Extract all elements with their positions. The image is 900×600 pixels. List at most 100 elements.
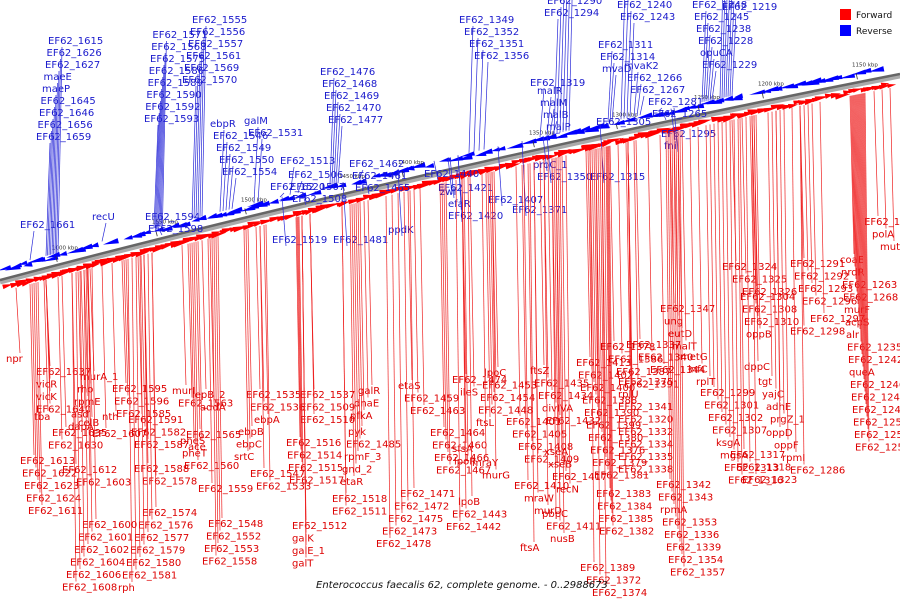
forward-leader-line [783, 109, 789, 440]
forward-gene-label: EF62_1485 [346, 440, 401, 451]
reverse-leader-line [727, 0, 732, 97]
reverse-leader-line [705, 34, 711, 102]
reverse-gene-label: EF62_1196 [720, 0, 775, 1]
forward-gene-label: EF62_1381 [594, 471, 649, 482]
reverse-gene-label: EF62_1626 [47, 48, 102, 59]
reverse-gene-arrow [506, 142, 524, 149]
reverse-gene-arrow [392, 166, 410, 174]
forward-gene-label: EF62_1302 [708, 413, 763, 424]
forward-gene-label: EF62_1464 [430, 428, 485, 439]
reverse-leader-line [47, 130, 52, 256]
reverse-leader-line [629, 22, 635, 118]
scale-tick [855, 73, 858, 80]
scale-tick [697, 105, 700, 112]
forward-gene-label: EF62_1585 [116, 409, 171, 420]
forward-gene-label: EF62_1582 [131, 428, 186, 439]
reverse-gene-label: zwf [440, 187, 457, 198]
forward-leader-line [295, 217, 301, 438]
reverse-gene-arrow [279, 195, 296, 202]
forward-gene-arrow [887, 84, 897, 89]
reverse-gene-labels: EF62_1661EF62_1659EF62_1656EF62_1646EF62… [20, 0, 777, 261]
forward-gene-label: EF62_1588 [134, 464, 189, 475]
reverse-gene-arrow [46, 251, 61, 258]
forward-gene-label: ksgA [716, 438, 740, 449]
reverse-leader-line [449, 157, 455, 199]
forward-gene-label: dapA [68, 422, 94, 433]
forward-gene-label: rplU [618, 390, 639, 401]
forward-gene-label: EF62_1472 [394, 502, 449, 513]
reverse-gene-arrow [721, 95, 734, 101]
reverse-gene-arrow [227, 206, 243, 213]
reverse-gene-arrow [32, 256, 46, 263]
forward-leader-line [665, 133, 671, 480]
scale-tick-label: 1200 kbp [758, 82, 784, 88]
forward-gene-arrow [723, 115, 739, 121]
reverse-gene-arrow [838, 73, 856, 79]
reverse-leader-line [497, 146, 503, 207]
forward-gene-label: EF62_1408 [518, 442, 573, 453]
reverse-leader-line [56, 58, 61, 254]
forward-gene-arrow [834, 93, 851, 100]
forward-leader-line [627, 141, 633, 464]
reverse-gene-arrow [856, 67, 872, 74]
forward-gene-label: EF62_1511 [332, 507, 387, 518]
reverse-gene-label: malP [546, 122, 571, 133]
forward-gene-arrow [340, 201, 351, 206]
forward-gene-label: EF62_1454 [480, 393, 535, 404]
reverse-gene-label: EF62_1645 [41, 96, 96, 107]
reverse-gene-arrow [460, 151, 475, 157]
reverse-gene-label: EF62_1590 [146, 90, 201, 101]
forward-leader-line [553, 157, 559, 447]
reverse-gene-arrow [441, 157, 452, 162]
reverse-gene-label: mvaD [602, 64, 632, 75]
reverse-gene-arrow [828, 74, 843, 80]
reverse-gene-label: maeP [42, 84, 70, 95]
forward-leader-line [671, 132, 677, 517]
forward-gene-label: xseA [544, 447, 568, 458]
forward-leader-line [677, 131, 683, 555]
reverse-gene-arrow [89, 242, 100, 248]
forward-leader-line [608, 145, 614, 526]
reverse-leader-line [633, 71, 639, 117]
forward-leader-line [807, 104, 813, 284]
forward-gene-label: EF62_1324 [722, 262, 777, 273]
forward-gene-label: yajC [762, 390, 784, 401]
forward-leader-line [397, 193, 403, 514]
forward-gene-label: ebpA [254, 415, 280, 426]
forward-gene-label: npr [6, 354, 24, 365]
forward-gene-label: EF62_1268 [843, 293, 898, 304]
forward-leader-line [853, 95, 859, 305]
reverse-gene-arrow [158, 225, 173, 232]
forward-leader-line [296, 217, 302, 450]
forward-leader-line [859, 93, 865, 380]
forward-gene-label: EF62_1443 [452, 510, 507, 521]
forward-gene-label: galK [292, 534, 314, 545]
forward-gene-label: EF62_1601 [78, 533, 133, 544]
forward-leader-line [445, 182, 451, 465]
forward-leader-line [771, 111, 777, 389]
forward-gene-label: EF62_1591 [128, 415, 183, 426]
forward-leader-line [91, 267, 97, 520]
reverse-gene-label: EF62_1593 [144, 114, 199, 125]
forward-leader-line [33, 283, 39, 481]
forward-gene-label: EF62_1293 [798, 284, 853, 295]
forward-gene-label: EF62_1297 [810, 314, 865, 325]
forward-leader-line [367, 200, 373, 386]
reverse-gene-arrow [535, 135, 551, 141]
forward-leader-line [529, 163, 535, 543]
reverse-gene-arrow [191, 217, 200, 222]
forward-leader-line [455, 179, 461, 522]
reverse-leader-line [605, 122, 611, 129]
forward-leader-line [193, 242, 199, 461]
forward-gene-label: EF62_1298 [790, 327, 845, 338]
reverse-leader-line [335, 113, 341, 184]
reverse-gene-arrow [172, 222, 188, 229]
forward-leader-line [533, 162, 539, 493]
reverse-gene-label: EF62_1319 [530, 78, 585, 89]
forward-gene-label: EF62_1372 [586, 576, 641, 587]
forward-gene-arrow [242, 224, 259, 231]
forward-leader-line [353, 203, 359, 452]
forward-leader-line [858, 94, 864, 367]
reverse-leader-line [364, 176, 370, 195]
forward-gene-label: EF62_1308 [742, 305, 797, 316]
